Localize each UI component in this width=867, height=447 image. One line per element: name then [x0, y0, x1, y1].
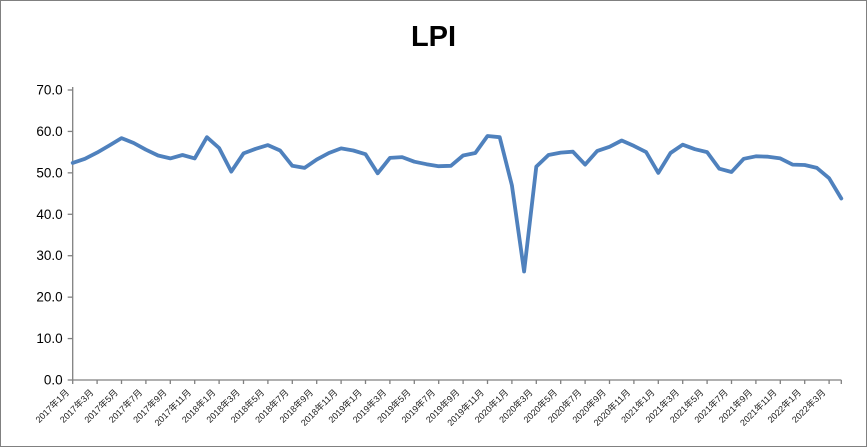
- x-axis: 2017年1月2017年3月2017年5月2017年7月2017年9月2017年…: [33, 379, 842, 428]
- chart-title: LPI: [410, 21, 457, 53]
- y-axis-tick-label: 40.0: [36, 207, 62, 222]
- y-axis-tick-label: 10.0: [36, 331, 62, 346]
- y-axis-tick-label: 60.0: [36, 124, 62, 139]
- y-axis-tick-label: 70.0: [36, 83, 62, 98]
- y-axis-tick-label: 20.0: [36, 290, 62, 305]
- y-axis-tick-label: 30.0: [36, 248, 62, 263]
- y-axis-tick-label: 50.0: [36, 165, 62, 180]
- y-axis-tick-label: 0.0: [44, 373, 63, 388]
- y-axis: 0.0 10.0 20.0 30.0 40.0 50.0 60.0 70.0: [36, 83, 74, 388]
- lpi-series-line: [70, 134, 844, 274]
